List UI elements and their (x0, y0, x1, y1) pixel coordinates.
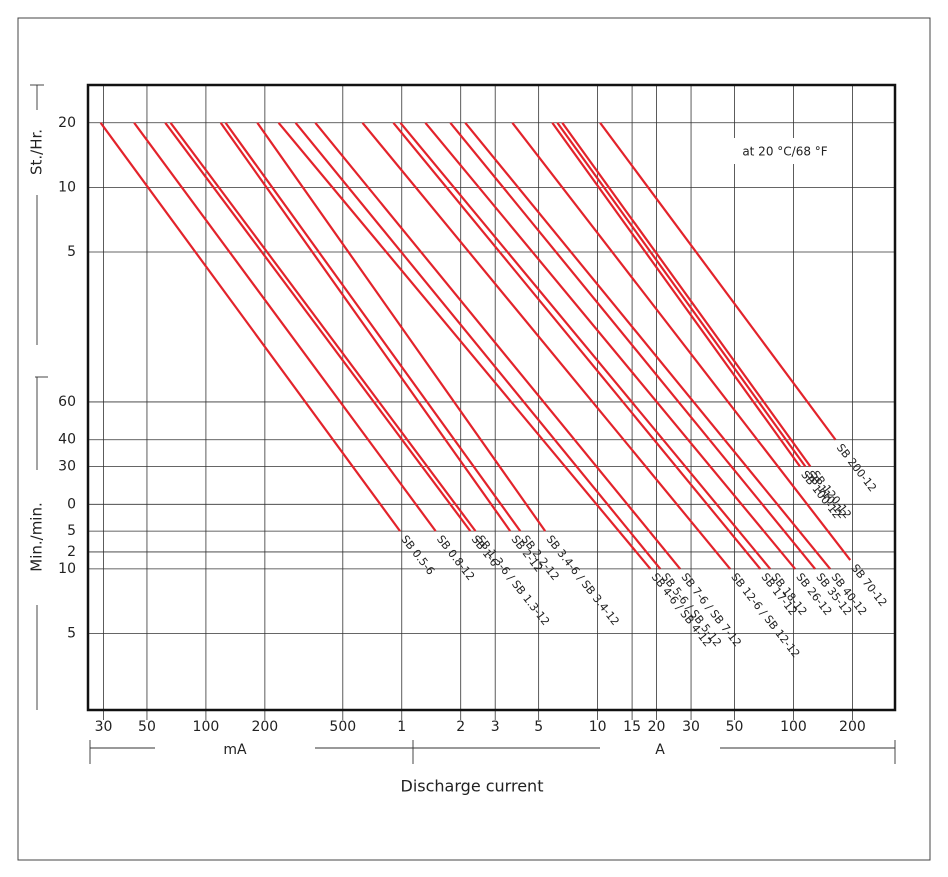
y-tick-label: 30 (58, 459, 76, 475)
page-frame (17, 17, 931, 861)
series-line (219, 122, 512, 532)
x-tick-label: 50 (138, 719, 156, 735)
series-line (449, 122, 816, 570)
series-line (133, 122, 437, 532)
x-tick-label: 5 (534, 719, 543, 735)
x-tick-label: 20 (648, 719, 666, 735)
series-label: SB 200-12 (834, 441, 879, 494)
series-line (256, 122, 547, 532)
series-line (556, 122, 807, 468)
grid (88, 85, 895, 720)
y-tick-label: 5 (67, 244, 76, 260)
x-tick-label: 50 (726, 719, 744, 735)
x-tick-label: 1 (397, 719, 406, 735)
x-unit-right: A (655, 742, 665, 758)
y-label-lower: Min./min. (28, 502, 46, 572)
series-line (224, 122, 522, 532)
y-label-upper: St./Hr. (28, 129, 46, 175)
y-tick-label: 2 (67, 544, 76, 560)
series-line (164, 122, 472, 532)
x-tick-label: 30 (682, 719, 700, 735)
y-tick-label: 60 (58, 394, 76, 410)
series-line (561, 122, 812, 468)
series-line (599, 122, 837, 441)
lines (99, 122, 852, 570)
x-tick-label: 200 (251, 719, 278, 735)
series-line (169, 122, 477, 532)
series-line (424, 122, 796, 570)
y-tick-label: 40 (58, 432, 76, 448)
x-tick-label: 10 (589, 719, 607, 735)
x-tick-label: 100 (193, 719, 220, 735)
y-tick-label: 0 (67, 496, 76, 512)
series-line (511, 122, 852, 561)
x-tick-label: 200 (839, 719, 866, 735)
series-line (361, 122, 731, 570)
x-tick-label: 3 (491, 719, 500, 735)
series-label: SB 3.4-6 / SB 3.4-12 (543, 533, 621, 628)
series-line (277, 122, 652, 570)
y-tick-label: 20 (58, 115, 76, 131)
x-axis-label: Discharge current (401, 777, 544, 796)
x-tick-label: 30 (95, 719, 113, 735)
series-line (399, 122, 772, 570)
series-line (314, 122, 682, 570)
plot-frame (86, 83, 897, 712)
series-line (551, 122, 801, 468)
series-line (99, 122, 401, 532)
x-tick-label: 2 (456, 719, 465, 735)
x-unit-left: mA (223, 742, 247, 758)
series-label: SB 0.5-6 (398, 533, 437, 578)
annotation-bg (722, 138, 848, 164)
y-tick-label: 5 (67, 523, 76, 539)
y-tick-label: 10 (58, 179, 76, 195)
y-tick-label: 5 (67, 625, 76, 641)
series-line (464, 122, 832, 570)
x-tick-label: 15 (623, 719, 641, 735)
x-tick-label: 500 (329, 719, 356, 735)
annotation: at 20 °C/68 °F (742, 145, 827, 159)
x-tick-label: 100 (780, 719, 807, 735)
y-tick-label: 10 (58, 561, 76, 577)
series-line (392, 122, 762, 570)
series-line (294, 122, 662, 570)
